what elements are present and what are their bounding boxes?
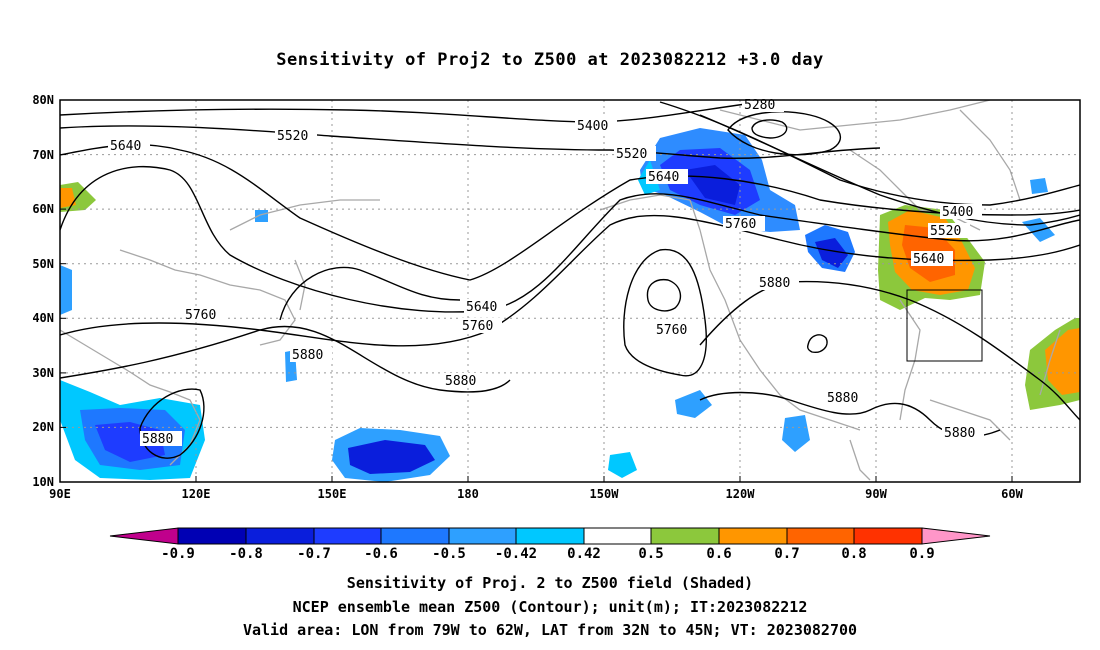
shade-neg-blob-6 xyxy=(255,210,268,222)
colorbar-cell xyxy=(786,527,855,545)
map-frame xyxy=(59,99,1081,483)
colorbar-cell xyxy=(313,527,382,545)
lat-tick-label: 10N xyxy=(32,475,54,489)
colorbar-label: 0.7 xyxy=(774,546,799,562)
shade-neg-blob-2 xyxy=(608,452,637,478)
lat-tick-label: 40N xyxy=(32,311,54,325)
colorbar-label: -0.5 xyxy=(432,546,466,562)
shade-neg-wpacific-core xyxy=(348,440,435,474)
lon-tick-label: 60W xyxy=(1001,487,1023,501)
caption-valid-area: Valid area: LON from 79W to 62W, LAT fro… xyxy=(242,621,858,639)
shade-neg-blob-3 xyxy=(782,415,810,452)
caption-shaded: Sensitivity of Proj. 2 to Z500 field (Sh… xyxy=(346,574,754,592)
shade-pos-atlantic-orange xyxy=(1045,328,1080,395)
lon-tick-label: 90W xyxy=(865,487,887,501)
lat-tick-label: 20N xyxy=(32,420,54,434)
lat-tick-label: 60N xyxy=(32,202,54,216)
caption-contour: NCEP ensemble mean Z500 (Contour); unit(… xyxy=(292,598,808,616)
contour-label: 5880 xyxy=(759,276,790,291)
contour-label: 5880 xyxy=(445,374,476,389)
colorbar-cell xyxy=(515,527,585,545)
lat-tick-label: 70N xyxy=(32,148,54,162)
lon-tick-label: 120W xyxy=(726,487,756,501)
colorbar-label: 0.9 xyxy=(909,546,934,562)
colorbar-arrow-left xyxy=(109,527,179,545)
shade-pos-west-edge-core xyxy=(60,188,76,208)
contour-label: 5640 xyxy=(648,170,679,185)
lon-tick-label: 180 xyxy=(457,487,479,501)
lat-tick-label: 50N xyxy=(32,257,54,271)
colorbar-cell xyxy=(650,527,720,545)
colorbar-label: 0.42 xyxy=(567,546,601,562)
colorbar-label: -0.6 xyxy=(364,546,398,562)
contour-labels: 5280 5400 5520 5520 5640 5640 5760 5760 … xyxy=(108,97,984,447)
contour-label: 5520 xyxy=(277,129,308,144)
shade-neg-greatlakes-core xyxy=(815,238,848,268)
contour-label: 5640 xyxy=(913,252,944,267)
contour-label: 5880 xyxy=(827,391,858,406)
lat-tick-label: 80N xyxy=(32,93,54,107)
contour-label: 5280 xyxy=(744,98,775,113)
lon-tick-label: 120E xyxy=(182,487,211,501)
colorbar-cell xyxy=(380,527,450,545)
colorbar-label: 0.5 xyxy=(638,546,663,562)
colorbar-label: 0.6 xyxy=(706,546,731,562)
lon-tick-label: 90E xyxy=(49,487,71,501)
contour-label: 5880 xyxy=(292,348,323,363)
axis-ticks xyxy=(60,99,1013,482)
contour-label: 5520 xyxy=(616,147,647,162)
shaded-sensitivity xyxy=(60,128,1080,482)
contour-label: 5760 xyxy=(462,319,493,334)
colorbar-arrow-right xyxy=(921,527,991,545)
colorbar-label: -0.7 xyxy=(297,546,331,562)
colorbar-label: -0.8 xyxy=(229,546,263,562)
shade-neg-blob-1 xyxy=(675,390,712,418)
colorbar-cell xyxy=(448,527,517,545)
contour-label: 5760 xyxy=(725,217,756,232)
colorbar-labels: -0.9 -0.8 -0.7 -0.6 -0.5 -0.42 0.42 0.5 … xyxy=(161,546,935,562)
shade-neg-asia-edge xyxy=(60,265,72,315)
lat-tick-label: 30N xyxy=(32,366,54,380)
valid-area-box xyxy=(906,289,983,362)
colorbar-label: -0.42 xyxy=(495,546,537,562)
lon-tick-label: 150W xyxy=(590,487,620,501)
contour-label: 5520 xyxy=(930,224,961,239)
contour-label: 5760 xyxy=(185,308,216,323)
contour-label: 5760 xyxy=(656,323,687,338)
contour-label: 5640 xyxy=(466,300,497,315)
colorbar-label: 0.8 xyxy=(841,546,866,562)
colorbar-label: -0.9 xyxy=(161,546,195,562)
lon-tick-labels: 90E 120E 150E 180 150W 120W 90W 60W xyxy=(49,487,1023,501)
contour-label: 5880 xyxy=(142,432,173,447)
shade-neg-blob-4 xyxy=(1030,178,1048,194)
colorbar-cell xyxy=(718,527,788,545)
colorbar-cell xyxy=(245,527,315,545)
colorbar-cell xyxy=(177,527,247,545)
lon-tick-label: 150E xyxy=(318,487,347,501)
shade-neg-nw-deep xyxy=(685,165,740,205)
colorbar-cell xyxy=(583,527,652,545)
contour-label: 5880 xyxy=(944,426,975,441)
contour-label: 5400 xyxy=(942,205,973,220)
map-title: Sensitivity of Proj2 to Z500 at 20230822… xyxy=(276,50,824,70)
colorbar xyxy=(109,527,991,545)
contour-label: 5400 xyxy=(577,119,608,134)
lat-tick-labels: 80N 70N 60N 50N 40N 30N 20N 10N xyxy=(32,93,54,489)
contour-label: 5640 xyxy=(110,139,141,154)
colorbar-cell xyxy=(853,527,923,545)
